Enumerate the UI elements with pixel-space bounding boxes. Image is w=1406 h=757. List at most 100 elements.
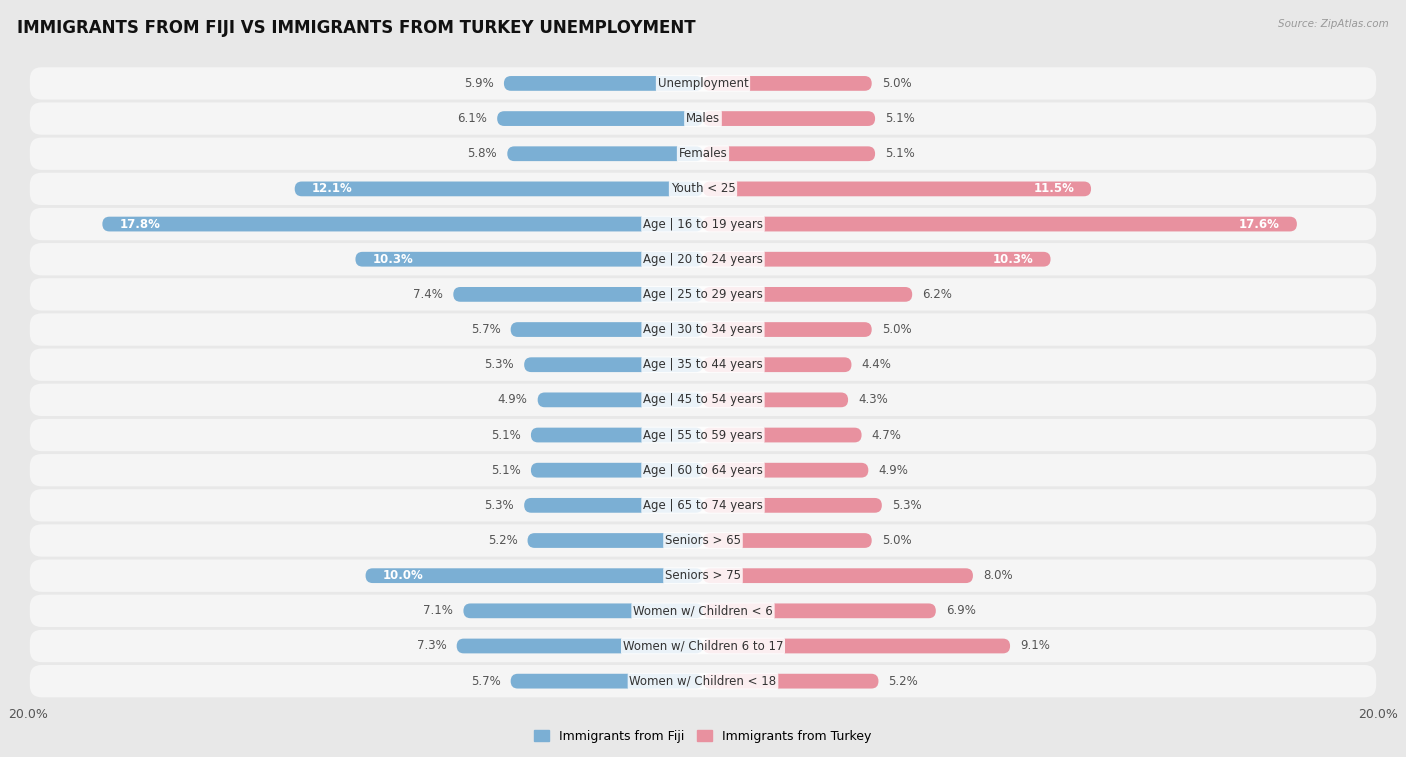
Text: 17.8%: 17.8% (120, 217, 160, 231)
FancyBboxPatch shape (510, 674, 703, 689)
Text: 5.1%: 5.1% (491, 428, 520, 441)
FancyBboxPatch shape (703, 252, 1050, 266)
Text: Source: ZipAtlas.com: Source: ZipAtlas.com (1278, 19, 1389, 29)
Text: Age | 30 to 34 years: Age | 30 to 34 years (643, 323, 763, 336)
Text: 5.1%: 5.1% (491, 464, 520, 477)
FancyBboxPatch shape (703, 322, 872, 337)
Text: 5.8%: 5.8% (468, 148, 498, 160)
Text: 5.3%: 5.3% (485, 358, 515, 371)
FancyBboxPatch shape (103, 217, 703, 232)
FancyBboxPatch shape (453, 287, 703, 302)
Text: 4.3%: 4.3% (858, 394, 889, 407)
FancyBboxPatch shape (30, 419, 1376, 451)
FancyBboxPatch shape (457, 639, 703, 653)
Text: 6.1%: 6.1% (457, 112, 486, 125)
Text: 5.0%: 5.0% (882, 534, 911, 547)
FancyBboxPatch shape (464, 603, 703, 618)
FancyBboxPatch shape (30, 138, 1376, 170)
FancyBboxPatch shape (30, 313, 1376, 346)
FancyBboxPatch shape (527, 533, 703, 548)
Text: 5.2%: 5.2% (889, 674, 918, 687)
FancyBboxPatch shape (524, 498, 703, 512)
FancyBboxPatch shape (703, 533, 872, 548)
Text: 10.3%: 10.3% (993, 253, 1033, 266)
FancyBboxPatch shape (30, 489, 1376, 522)
Text: Youth < 25: Youth < 25 (671, 182, 735, 195)
Text: Women w/ Children < 18: Women w/ Children < 18 (630, 674, 776, 687)
Text: 10.3%: 10.3% (373, 253, 413, 266)
FancyBboxPatch shape (295, 182, 703, 196)
Text: IMMIGRANTS FROM FIJI VS IMMIGRANTS FROM TURKEY UNEMPLOYMENT: IMMIGRANTS FROM FIJI VS IMMIGRANTS FROM … (17, 19, 696, 37)
FancyBboxPatch shape (703, 287, 912, 302)
Text: Age | 60 to 64 years: Age | 60 to 64 years (643, 464, 763, 477)
FancyBboxPatch shape (30, 630, 1376, 662)
Text: 6.2%: 6.2% (922, 288, 952, 301)
FancyBboxPatch shape (30, 665, 1376, 697)
FancyBboxPatch shape (703, 182, 1091, 196)
FancyBboxPatch shape (30, 67, 1376, 100)
Text: Age | 35 to 44 years: Age | 35 to 44 years (643, 358, 763, 371)
FancyBboxPatch shape (703, 76, 872, 91)
FancyBboxPatch shape (524, 357, 703, 372)
Text: Women w/ Children < 6: Women w/ Children < 6 (633, 604, 773, 617)
FancyBboxPatch shape (30, 348, 1376, 381)
FancyBboxPatch shape (30, 208, 1376, 240)
Text: Age | 45 to 54 years: Age | 45 to 54 years (643, 394, 763, 407)
Text: 4.4%: 4.4% (862, 358, 891, 371)
FancyBboxPatch shape (703, 392, 848, 407)
Text: 9.1%: 9.1% (1021, 640, 1050, 653)
Text: 5.0%: 5.0% (882, 323, 911, 336)
FancyBboxPatch shape (356, 252, 703, 266)
Text: 5.7%: 5.7% (471, 674, 501, 687)
Text: 5.3%: 5.3% (891, 499, 921, 512)
FancyBboxPatch shape (703, 357, 852, 372)
Text: 5.0%: 5.0% (882, 77, 911, 90)
Text: Females: Females (679, 148, 727, 160)
FancyBboxPatch shape (703, 569, 973, 583)
Text: 7.4%: 7.4% (413, 288, 443, 301)
FancyBboxPatch shape (30, 243, 1376, 276)
FancyBboxPatch shape (30, 384, 1376, 416)
FancyBboxPatch shape (531, 463, 703, 478)
FancyBboxPatch shape (703, 639, 1010, 653)
FancyBboxPatch shape (703, 603, 936, 618)
FancyBboxPatch shape (30, 454, 1376, 486)
Text: Age | 16 to 19 years: Age | 16 to 19 years (643, 217, 763, 231)
Text: 5.1%: 5.1% (886, 148, 915, 160)
FancyBboxPatch shape (30, 559, 1376, 592)
Text: 7.3%: 7.3% (416, 640, 447, 653)
FancyBboxPatch shape (703, 674, 879, 689)
Text: 6.9%: 6.9% (946, 604, 976, 617)
Text: 5.3%: 5.3% (485, 499, 515, 512)
FancyBboxPatch shape (703, 111, 875, 126)
FancyBboxPatch shape (531, 428, 703, 442)
Text: 4.9%: 4.9% (498, 394, 527, 407)
Text: 7.1%: 7.1% (423, 604, 453, 617)
Text: 5.9%: 5.9% (464, 77, 494, 90)
Text: Males: Males (686, 112, 720, 125)
Text: 10.0%: 10.0% (382, 569, 423, 582)
FancyBboxPatch shape (366, 569, 703, 583)
Text: Seniors > 65: Seniors > 65 (665, 534, 741, 547)
FancyBboxPatch shape (30, 173, 1376, 205)
FancyBboxPatch shape (498, 111, 703, 126)
Text: 4.7%: 4.7% (872, 428, 901, 441)
FancyBboxPatch shape (537, 392, 703, 407)
FancyBboxPatch shape (703, 217, 1296, 232)
FancyBboxPatch shape (703, 463, 869, 478)
Text: 12.1%: 12.1% (312, 182, 353, 195)
Text: Age | 25 to 29 years: Age | 25 to 29 years (643, 288, 763, 301)
Text: Age | 20 to 24 years: Age | 20 to 24 years (643, 253, 763, 266)
Text: 17.6%: 17.6% (1239, 217, 1279, 231)
FancyBboxPatch shape (508, 146, 703, 161)
Legend: Immigrants from Fiji, Immigrants from Turkey: Immigrants from Fiji, Immigrants from Tu… (534, 730, 872, 743)
FancyBboxPatch shape (30, 279, 1376, 310)
Text: Age | 65 to 74 years: Age | 65 to 74 years (643, 499, 763, 512)
Text: 11.5%: 11.5% (1033, 182, 1074, 195)
FancyBboxPatch shape (30, 102, 1376, 135)
Text: Unemployment: Unemployment (658, 77, 748, 90)
Text: 5.7%: 5.7% (471, 323, 501, 336)
Text: Age | 55 to 59 years: Age | 55 to 59 years (643, 428, 763, 441)
FancyBboxPatch shape (510, 322, 703, 337)
FancyBboxPatch shape (703, 428, 862, 442)
